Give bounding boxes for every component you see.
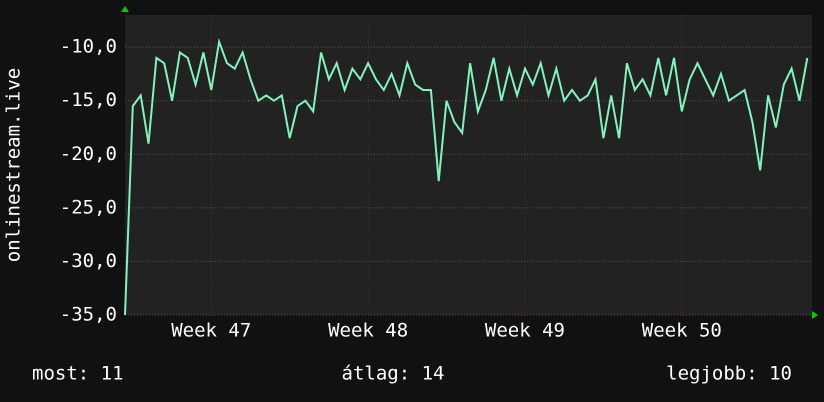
y-arrow <box>121 6 129 12</box>
footer-current: most: 11 <box>32 363 124 385</box>
y-tick-label: -10,0 <box>60 36 117 58</box>
y-axis-label: onlinestream.live <box>3 68 25 262</box>
y-tick-label: -15,0 <box>60 89 117 111</box>
x-arrow <box>812 311 818 319</box>
x-tick-label: Week 50 <box>642 320 722 342</box>
y-tick-label: -25,0 <box>60 196 117 218</box>
y-tick-label: -20,0 <box>60 143 117 165</box>
footer-average: átlag: 14 <box>342 363 445 385</box>
data-line <box>124 37 809 316</box>
x-tick-label: Week 48 <box>328 320 408 342</box>
x-tick-label: Week 49 <box>485 320 565 342</box>
x-tick-label: Week 47 <box>171 320 251 342</box>
plot-area <box>125 15 812 315</box>
footer-best: legjobb: 10 <box>666 363 792 385</box>
y-tick-label: -35,0 <box>60 304 117 326</box>
y-tick-label: -30,0 <box>60 250 117 272</box>
